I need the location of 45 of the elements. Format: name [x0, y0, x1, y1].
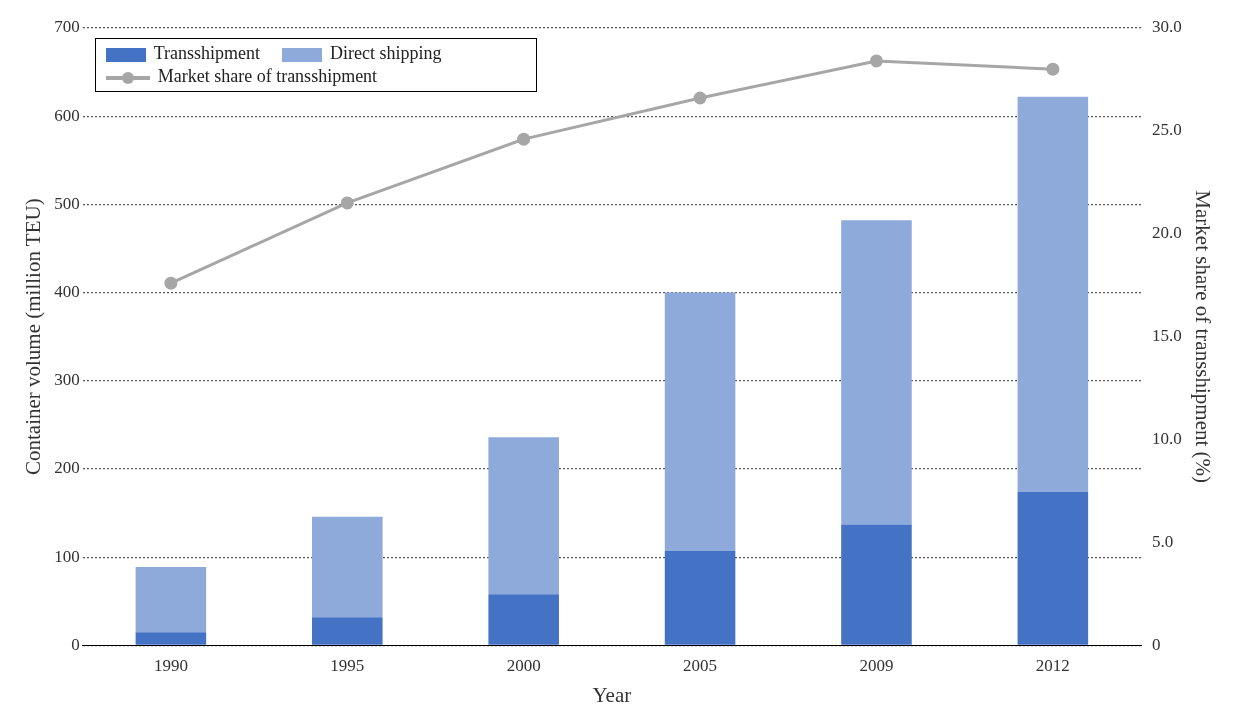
y2-tick-label: 5.0	[1152, 531, 1174, 551]
legend-label: Transshipment	[153, 43, 261, 63]
y-tick-label: 400	[54, 282, 80, 302]
y-tick-label: 100	[54, 546, 80, 566]
y-tick-label: 500	[54, 193, 80, 213]
x-tick-label: 2012	[1035, 656, 1070, 676]
y-tick-label: 300	[54, 370, 80, 390]
x-tick-label: 2005	[683, 656, 718, 676]
y-axis-title: Container volume (million TEU)	[21, 198, 46, 476]
bar	[841, 524, 912, 645]
x-axis-title: Year	[592, 682, 632, 707]
y2-tick-label: 10.0	[1152, 429, 1182, 449]
point	[1046, 62, 1060, 76]
y2-tick-label: 30.0	[1152, 17, 1182, 37]
point	[164, 276, 178, 290]
x-tick-label: 2000	[506, 656, 541, 676]
y-tick-label: 0	[71, 634, 80, 654]
y2-tick-label: 15.0	[1152, 326, 1182, 346]
y2-tick-label: 0	[1152, 634, 1161, 654]
bar	[841, 220, 912, 525]
bar	[488, 594, 559, 645]
bar	[488, 437, 559, 595]
y2-axis-title: Market share of transshipment (%)	[1190, 190, 1215, 484]
point	[869, 54, 883, 68]
bar	[1017, 491, 1089, 645]
point	[340, 196, 354, 210]
point	[517, 132, 531, 146]
bar	[664, 551, 736, 645]
x-tick-label: 1995	[330, 656, 365, 676]
bar	[135, 632, 207, 645]
x-tick-label: 1990	[153, 656, 188, 676]
y2-tick-label: 20.0	[1152, 223, 1182, 243]
legend-label: Direct shipping	[330, 43, 442, 63]
x-tick-label: 2009	[859, 656, 894, 676]
bar	[1017, 96, 1089, 492]
bar	[312, 617, 383, 645]
y-tick-label: 600	[54, 105, 80, 125]
bar	[135, 566, 207, 633]
bar	[312, 516, 383, 618]
point	[693, 91, 707, 105]
legend-label: Market share of transshipment	[157, 66, 378, 86]
y-tick-label: 200	[54, 458, 80, 478]
y-tick-label: 700	[54, 17, 80, 37]
bar	[664, 292, 736, 552]
y2-tick-label: 25.0	[1152, 120, 1182, 140]
